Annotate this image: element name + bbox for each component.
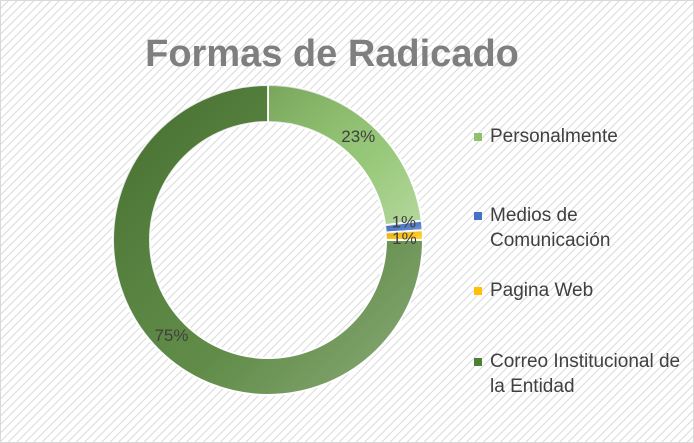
legend-label: Correo Institucional de la Entidad	[490, 351, 681, 397]
legend-label: Medios de Comunicación	[490, 205, 611, 251]
chart-title: Formas de Radicado	[145, 33, 519, 75]
data-label: 1%	[392, 213, 417, 232]
data-label: 75%	[154, 326, 188, 345]
legend-label: Personalmente	[490, 126, 618, 147]
legend-swatch	[474, 358, 482, 366]
legend-item: Correo Institucional de la Entidad	[474, 349, 689, 399]
legend-label: Pagina Web	[490, 280, 594, 301]
legend-swatch	[474, 133, 482, 141]
data-label: 23%	[341, 127, 375, 146]
legend-item: Personalmente	[474, 124, 689, 149]
legend-item: Medios de Comunicación	[474, 203, 689, 253]
legend-item: Pagina Web	[474, 278, 689, 303]
legend-swatch	[474, 212, 482, 220]
data-label: 1%	[392, 229, 417, 248]
legend-swatch	[474, 287, 482, 295]
